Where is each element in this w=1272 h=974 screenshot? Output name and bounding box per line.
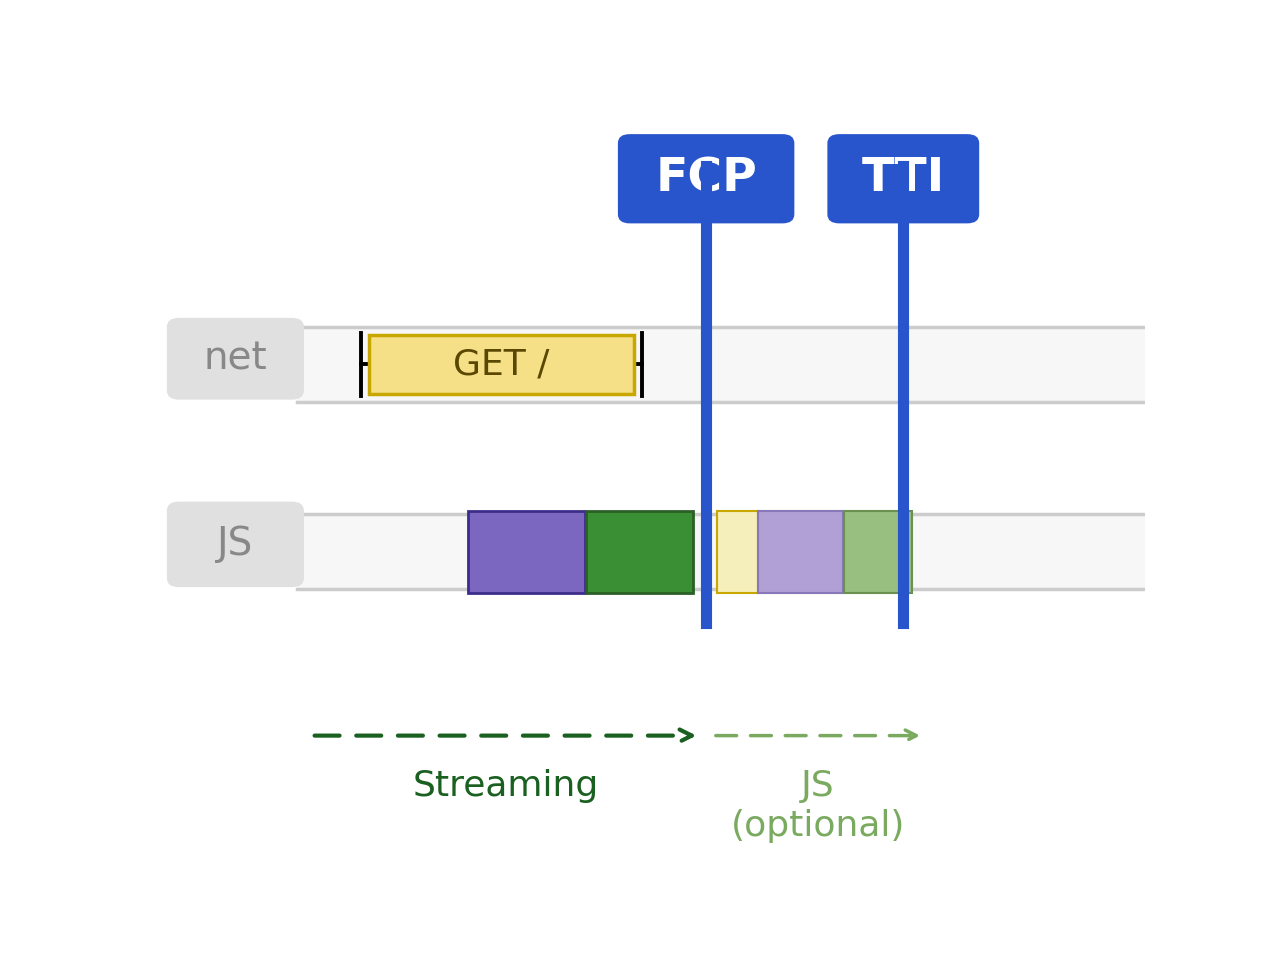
FancyBboxPatch shape: [369, 335, 635, 394]
Text: JS
(optional): JS (optional): [731, 769, 906, 843]
Text: JS: JS: [218, 525, 253, 563]
Text: FCP: FCP: [655, 156, 757, 202]
FancyBboxPatch shape: [618, 134, 794, 223]
FancyBboxPatch shape: [845, 511, 912, 593]
FancyBboxPatch shape: [298, 514, 1145, 589]
FancyBboxPatch shape: [298, 327, 1145, 402]
Text: net: net: [204, 340, 267, 378]
FancyBboxPatch shape: [586, 511, 693, 593]
FancyBboxPatch shape: [167, 502, 304, 587]
Text: GET /: GET /: [453, 348, 550, 382]
Text: TTI: TTI: [861, 156, 945, 202]
FancyBboxPatch shape: [167, 318, 304, 399]
FancyBboxPatch shape: [827, 134, 979, 223]
FancyBboxPatch shape: [758, 511, 843, 593]
FancyBboxPatch shape: [468, 511, 585, 593]
FancyBboxPatch shape: [717, 511, 758, 593]
Text: Streaming: Streaming: [412, 769, 599, 804]
